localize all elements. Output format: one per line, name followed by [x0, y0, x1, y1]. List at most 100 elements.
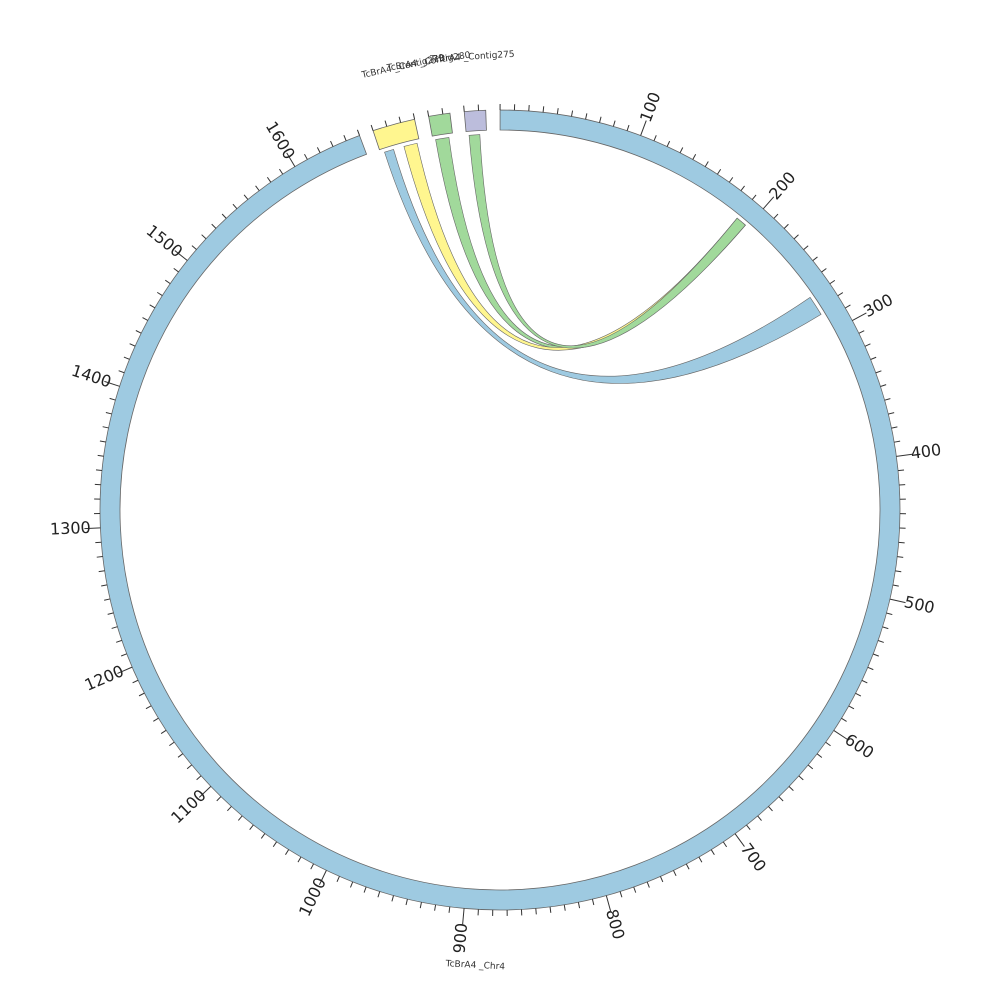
- minor-tick: [304, 153, 308, 160]
- minor-tick: [363, 886, 367, 893]
- minor-tick: [434, 904, 437, 911]
- minor-tick: [591, 899, 595, 906]
- minor-tick: [105, 412, 112, 415]
- minor-tick: [728, 177, 734, 183]
- minor-tick: [867, 666, 874, 671]
- tick-labels: 100 200 300 400 500 600 700 800 900 1000 1100 1200 1…: [50, 89, 943, 954]
- minor-tick: [773, 213, 779, 219]
- minor-tick: [844, 304, 851, 309]
- minor-tick: [255, 185, 260, 191]
- major-tick: [833, 730, 848, 740]
- minor-tick: [249, 824, 254, 830]
- minor-tick: [556, 108, 559, 115]
- minor-tick: [679, 147, 684, 154]
- minor-tick: [310, 863, 314, 870]
- minor-tick: [585, 113, 588, 120]
- tick-label: 1300: [50, 518, 92, 539]
- major-tick: [104, 380, 120, 387]
- minor-tick: [788, 786, 794, 791]
- segment-label-TcBrA4__Chr4: TcBrA4 _Chr4: [444, 959, 505, 972]
- minor-tick: [864, 343, 871, 347]
- minor-tick: [542, 106, 545, 113]
- minor-tick: [698, 856, 703, 863]
- minor-tick: [95, 469, 103, 471]
- minor-tick: [109, 397, 116, 401]
- minor-tick: [169, 741, 175, 747]
- minor-tick: [549, 906, 552, 913]
- minor-tick: [104, 598, 111, 601]
- minor-tick: [132, 679, 139, 684]
- minor-tick: [227, 806, 232, 812]
- segment-TcBrA4__Chr4: [99, 109, 901, 911]
- segment-label-TcBrA4__Contig275: TcBrA4 _Contig275: [429, 50, 515, 65]
- minor-tick: [196, 775, 202, 781]
- tick-label: 1000: [295, 874, 330, 919]
- minor-tick: [164, 279, 171, 285]
- minor-tick: [221, 213, 227, 219]
- minor-tick: [740, 185, 745, 192]
- minor-tick: [285, 849, 290, 855]
- minor-tick: [107, 612, 114, 615]
- minor-tick: [391, 895, 394, 902]
- minor-tick: [448, 906, 451, 913]
- minor-tick: [812, 256, 818, 262]
- minor-tick: [211, 223, 217, 229]
- minor-tick: [793, 234, 799, 240]
- tick-label: 500: [902, 592, 936, 617]
- minor-tick: [841, 717, 847, 722]
- minor-tick: [129, 343, 136, 347]
- minor-tick: [201, 234, 207, 240]
- tick-label: 200: [765, 168, 799, 204]
- link-ribbon: [468, 134, 746, 349]
- major-tick: [762, 196, 775, 210]
- minor-tick: [563, 904, 566, 911]
- minor-tick: [855, 692, 862, 697]
- minor-tick: [829, 279, 836, 285]
- minor-tick: [279, 168, 284, 175]
- minor-tick: [882, 626, 889, 630]
- minor-tick: [746, 824, 751, 831]
- ideogram-segments: [99, 109, 901, 911]
- tick-label: 1200: [82, 661, 127, 694]
- minor-tick: [142, 317, 149, 321]
- minor-tick: [888, 412, 895, 415]
- minor-tick: [626, 124, 630, 131]
- minor-tick: [120, 653, 127, 657]
- minor-tick: [419, 902, 422, 909]
- minor-tick: [666, 140, 671, 147]
- minor-tick: [99, 440, 106, 443]
- segment-TcBrA4__Contig280: [428, 112, 453, 137]
- minor-tick: [177, 753, 184, 758]
- minor-tick: [710, 849, 715, 856]
- minor-tick: [858, 330, 865, 334]
- major-tick: [84, 527, 101, 530]
- major-tick: [852, 312, 867, 321]
- minor-tick: [875, 370, 882, 374]
- minor-tick: [356, 129, 360, 136]
- minor-tick: [173, 267, 179, 273]
- minor-tick: [186, 764, 193, 770]
- minor-tick: [673, 870, 677, 877]
- minor-tick: [768, 806, 773, 812]
- minor-tick: [798, 775, 804, 781]
- minor-tick: [384, 120, 388, 127]
- minor-tick: [821, 268, 827, 273]
- minor-tick: [297, 856, 302, 863]
- tick-label: 900: [450, 922, 472, 954]
- minor-tick: [861, 679, 868, 684]
- minor-tick: [619, 891, 623, 898]
- minor-tick: [96, 555, 103, 558]
- minor-tick: [398, 116, 402, 123]
- minor-tick: [891, 426, 898, 429]
- major-tick: [286, 152, 296, 167]
- tick-label: 1600: [262, 118, 299, 163]
- minor-tick: [803, 245, 809, 250]
- minor-tick: [717, 168, 722, 175]
- minor-tick: [237, 815, 243, 821]
- minor-tick: [895, 570, 902, 573]
- link-ribbons: [384, 134, 822, 384]
- tick-label: 1100: [167, 785, 210, 827]
